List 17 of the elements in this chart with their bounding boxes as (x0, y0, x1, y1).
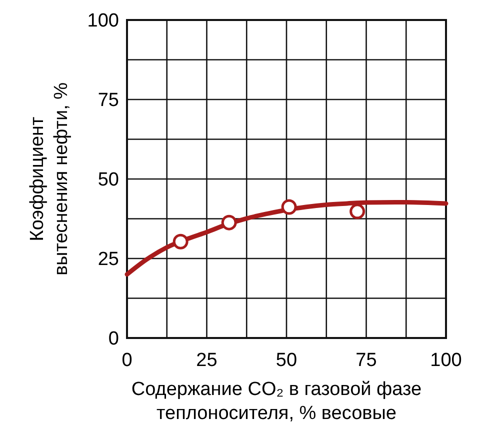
line-series (124, 200, 448, 277)
point (221, 214, 237, 230)
x-tick-label: 50 (276, 350, 298, 371)
y-axis-title: Коэффициент вытеснения нефти, % (27, 82, 72, 276)
point (172, 234, 188, 250)
y-tick-label: 50 (98, 170, 119, 191)
y-tick-label: 75 (98, 90, 119, 112)
y-tick-label: 0 (108, 328, 119, 350)
x-tick-label: 75 (356, 350, 377, 371)
x-tick-label: 100 (430, 350, 462, 371)
y-tick-label: 100 (87, 10, 119, 32)
x-tick-label: 25 (196, 350, 218, 371)
y-tick-label: 25 (98, 249, 119, 270)
point (281, 199, 297, 215)
x-tick-label: 0 (122, 350, 132, 371)
point (350, 204, 366, 220)
x-axis-title: Содержание CO₂ в газовой фазе теплоносителя, % весовые (131, 379, 422, 424)
